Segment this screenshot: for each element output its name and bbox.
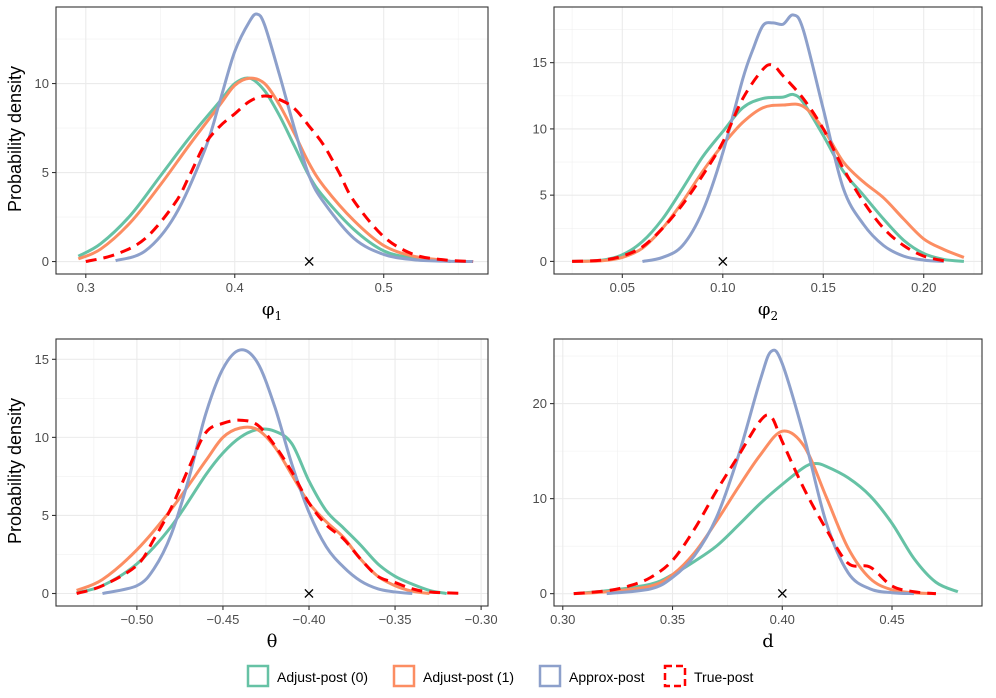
legend-label-true-post: True-post [694, 669, 754, 685]
y-tick-label: 10 [35, 430, 49, 445]
y-tick-label: 15 [533, 55, 547, 70]
panel-border [55, 6, 489, 275]
panel-theta: × −0.50 −0.45 −0.40 −0.35 −0.30 0 5 10 15 θ [35, 338, 498, 652]
y-tick-label: 10 [35, 76, 49, 91]
panel-border [553, 6, 983, 275]
y-tick-label: 5 [42, 165, 49, 180]
x-tick-label: −0.30 [465, 612, 498, 627]
y-tick-label: 5 [42, 508, 49, 523]
x-tick-label: 0.15 [811, 280, 836, 295]
y-tick-label: 0 [42, 254, 49, 269]
x-axis-title-subscript: 2 [770, 309, 778, 323]
y-tick-label: 10 [533, 491, 547, 506]
x-tick-label: −0.40 [293, 612, 326, 627]
legend-key-true-post [663, 664, 687, 688]
x-axis-title: φ2 [758, 299, 778, 323]
legend-key-approx-post [538, 664, 562, 688]
x-axis-title: φ1 [262, 299, 282, 323]
y-axis-title-bottom: Probability density [5, 398, 25, 544]
x-tick-label: −0.35 [379, 612, 412, 627]
x-tick-label: 0.05 [610, 280, 635, 295]
true-value-marker: × [716, 251, 729, 270]
x-tick-label: 0.40 [770, 612, 795, 627]
panel-d: × 0.30 0.35 0.40 0.45 0 10 20 d [533, 338, 983, 652]
series-line-true-post [573, 413, 937, 596]
y-tick-label: 10 [533, 121, 547, 136]
legend-item-adjust-post-1: Adjust-post (1) [392, 664, 514, 688]
x-tick-label: −0.45 [206, 612, 239, 627]
legend-item-true-post: True-post [663, 664, 754, 688]
series-line-adjust-post-0 [572, 92, 965, 263]
x-tick-label: 0.4 [226, 280, 244, 295]
y-tick-label: 5 [540, 188, 547, 203]
x-tick-label: 0.10 [710, 280, 735, 295]
plot-background [56, 339, 488, 606]
series-line-true-post [76, 418, 464, 596]
legend-label-adjust-post-1: Adjust-post (1) [423, 669, 514, 685]
true-value-marker: × [303, 252, 316, 271]
x-axis-title-subscript: 1 [274, 309, 282, 323]
x-axis-title: d [762, 631, 774, 652]
x-tick-label: 0.45 [879, 612, 904, 627]
x-tick-label: 0.20 [911, 280, 936, 295]
series-line-adjust-post-1 [77, 76, 452, 264]
y-tick-label: 0 [540, 586, 547, 601]
series-line-true-post [85, 94, 474, 264]
x-tick-label: 0.35 [660, 612, 685, 627]
series-line-approx-post [102, 348, 413, 596]
y-axis-title-top: Probability density [5, 66, 25, 212]
panel-phi1: × 0.3 0.4 0.5 0 5 10 φ1 [35, 6, 489, 323]
legend-label-approx-post: Approx-post [569, 669, 645, 685]
panel-border [553, 338, 983, 607]
panel-border [55, 338, 489, 607]
y-tick-label: 15 [35, 352, 49, 367]
x-tick-label: 0.3 [77, 280, 95, 295]
series-line-approx-post [606, 348, 915, 596]
legend-item-adjust-post-0: Adjust-post (0) [246, 664, 368, 688]
x-tick-label: 0.30 [550, 612, 575, 627]
x-tick-label: −0.50 [120, 612, 153, 627]
series-line-adjust-post-0 [76, 427, 447, 595]
x-axis-title: θ [267, 631, 278, 652]
legend: Adjust-post (0) Adjust-post (1) Approx-p… [246, 664, 754, 688]
true-value-marker: × [776, 584, 789, 603]
y-tick-label: 0 [540, 254, 547, 269]
series-line-adjust-post-1 [573, 429, 936, 596]
y-tick-label: 20 [533, 396, 547, 411]
panel-phi2: × 0.05 0.10 0.15 0.20 0 5 10 15 φ2 [533, 6, 983, 323]
true-value-marker: × [302, 584, 315, 603]
legend-key-adjust-post-1 [392, 664, 416, 688]
legend-label-adjust-post-0: Adjust-post (0) [277, 669, 368, 685]
y-tick-label: 0 [42, 586, 49, 601]
series-line-true-post [572, 63, 945, 263]
plot-background [554, 339, 982, 606]
legend-item-approx-post: Approx-post [538, 664, 645, 688]
legend-key-adjust-post-0 [246, 664, 270, 688]
series-line-approx-post [642, 13, 944, 263]
x-tick-label: 0.5 [375, 280, 393, 295]
series-line-approx-post [115, 12, 474, 264]
plot-background [554, 7, 982, 274]
series-line-adjust-post-0 [77, 76, 451, 264]
